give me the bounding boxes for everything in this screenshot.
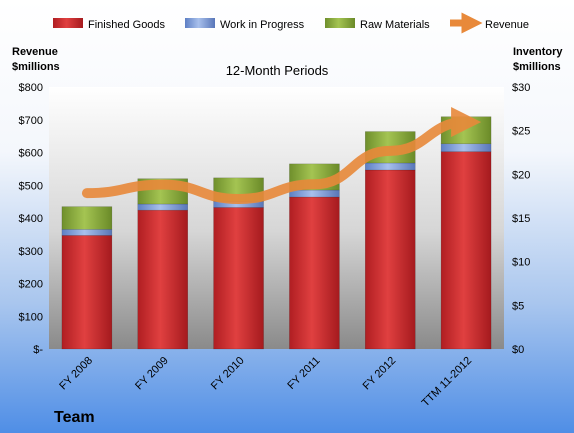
left-tick-label: $400 bbox=[19, 213, 43, 225]
legend-label-finished-goods: Finished Goods bbox=[88, 19, 166, 31]
bar-segment-work-in-progress bbox=[289, 189, 340, 198]
bar-segment-finished-goods bbox=[61, 235, 113, 350]
left-tick-label: $800 bbox=[19, 82, 43, 94]
left-tick-label: $200 bbox=[19, 279, 43, 291]
right-tick-label: $15 bbox=[512, 213, 530, 225]
bar-segment-work-in-progress bbox=[61, 229, 113, 236]
bar-segment-finished-goods bbox=[365, 169, 416, 350]
left-axis-ticks: $- $100 $200 $300 $400 $500 $600 $700 $800 bbox=[19, 82, 44, 356]
legend-swatch-finished-goods bbox=[53, 18, 83, 28]
left-tick-label: $300 bbox=[19, 246, 43, 258]
right-tick-label: $20 bbox=[512, 169, 530, 181]
legend-label-raw-materials: Raw Materials bbox=[360, 19, 430, 31]
legend: Finished Goods Work in Progress Raw Mate… bbox=[53, 12, 529, 34]
right-axis-ticks: $0 $5 $10 $15 $20 $25 $30 bbox=[512, 82, 530, 356]
bar-segment-finished-goods bbox=[213, 207, 264, 350]
left-tick-label: $100 bbox=[19, 311, 43, 323]
bar-segment-work-in-progress bbox=[137, 203, 188, 211]
revenue-line bbox=[81, 107, 482, 205]
right-tick-label: $5 bbox=[512, 300, 524, 312]
left-tick-label: $600 bbox=[19, 148, 43, 160]
left-tick-label: $700 bbox=[19, 115, 43, 127]
right-tick-label: $30 bbox=[512, 82, 530, 94]
legend-label-work-in-progress: Work in Progress bbox=[220, 19, 305, 31]
right-axis-title-line-2: $millions bbox=[513, 61, 561, 73]
right-tick-label: $10 bbox=[512, 257, 530, 269]
bar-segment-finished-goods bbox=[289, 196, 340, 350]
legend-swatch-raw-materials bbox=[325, 18, 355, 28]
right-tick-label: $25 bbox=[512, 126, 530, 138]
legend-label-revenue: Revenue bbox=[485, 19, 529, 31]
revenue-line-group bbox=[81, 107, 482, 205]
bar-segment-raw-materials bbox=[61, 206, 113, 230]
bar-segment-finished-goods bbox=[440, 151, 492, 350]
bar-segment-work-in-progress bbox=[440, 143, 492, 152]
left-tick-label: $- bbox=[33, 344, 43, 356]
left-tick-label: $500 bbox=[19, 180, 43, 192]
chart-subtitle: 12-Month Periods bbox=[226, 63, 329, 78]
right-axis-title-line-1: Inventory bbox=[513, 46, 563, 58]
left-axis-title-line-2: $millions bbox=[12, 61, 60, 73]
right-tick-label: $0 bbox=[512, 344, 524, 356]
left-axis-title-line-1: Revenue bbox=[12, 46, 58, 58]
bars bbox=[61, 116, 492, 350]
legend-swatch-work-in-progress bbox=[185, 18, 215, 28]
bar-segment-work-in-progress bbox=[365, 162, 416, 171]
footer-team: Team bbox=[54, 409, 95, 426]
bar-segment-finished-goods bbox=[137, 209, 188, 350]
